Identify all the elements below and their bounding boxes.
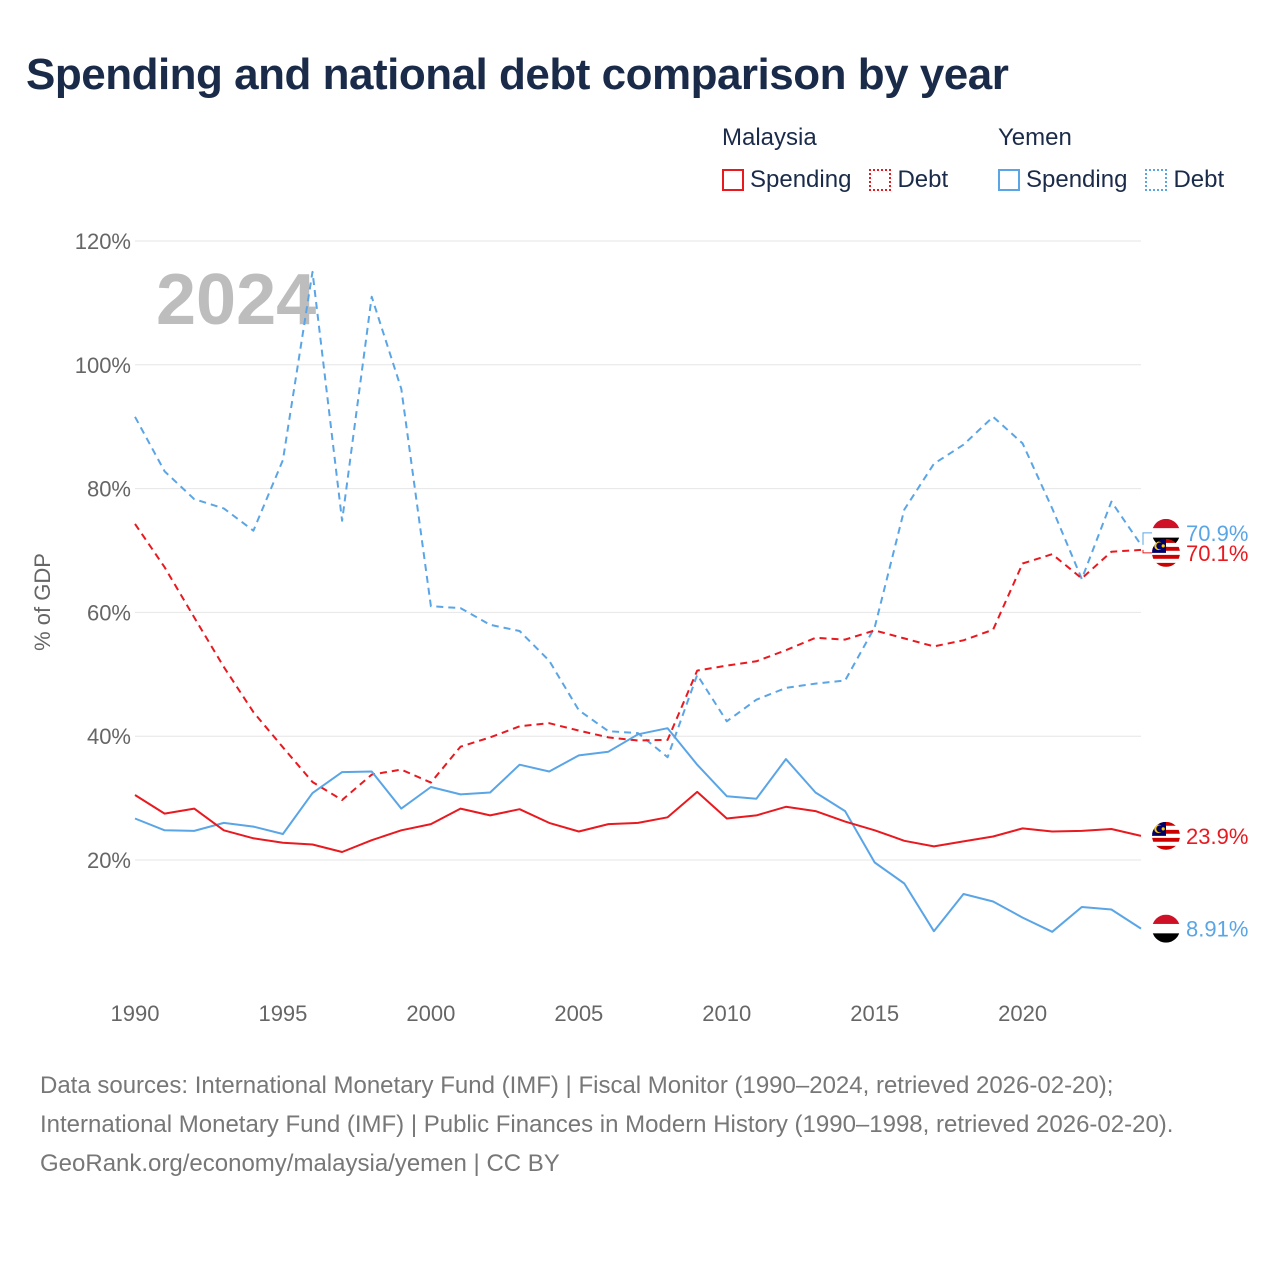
- legend-label: Spending: [1026, 166, 1128, 193]
- malaysia-flag-icon: [1152, 538, 1180, 567]
- legend-item-yemen-spending[interactable]: Spending: [998, 166, 1127, 194]
- legend-group-yemen: Yemen Spending Debt: [998, 124, 1224, 194]
- legend-swatch-dotted-icon: [1145, 169, 1168, 191]
- legend-title-yemen: Yemen: [998, 124, 1072, 151]
- x-axis-ticks: 1990 1995 2000 2005 2010 2015 2020: [111, 1001, 1048, 1026]
- end-label-yemen-spending: 8.91%: [1186, 917, 1248, 942]
- gridlines: [135, 240, 1141, 861]
- legend-label: Debt: [897, 166, 949, 193]
- series-line-yemen-debt: [134, 270, 1142, 759]
- x-tick-label: 2010: [702, 1001, 751, 1026]
- legend-group-malaysia: Malaysia Spending Debt: [722, 124, 948, 194]
- y-tick-label: 40%: [87, 724, 131, 749]
- series-line-malaysia-debt: [134, 523, 1142, 801]
- legend-label: Debt: [1173, 166, 1225, 193]
- y-tick-label: 20%: [87, 848, 131, 873]
- y-tick-label: 60%: [87, 600, 131, 625]
- x-tick-label: 2000: [406, 1001, 455, 1026]
- year-watermark: 2024: [156, 260, 316, 340]
- end-label-yemen-debt: 70.9%: [1186, 521, 1248, 546]
- credit-link[interactable]: GeoRank.org/economy/malaysia/yemen | CC …: [40, 1150, 560, 1177]
- legend-swatch-solid-icon: [722, 169, 744, 191]
- x-tick-label: 2015: [850, 1001, 899, 1026]
- legend-item-yemen-debt[interactable]: Debt: [1145, 166, 1224, 194]
- legend-item-malaysia-debt[interactable]: Debt: [869, 166, 948, 194]
- y-axis-ticks: 20% 40% 60% 80% 100% 120%: [75, 229, 131, 873]
- line-chart: 2024 20% 40% 60% 80% 100% 120% 1990 1995 2000 20…: [30, 229, 1248, 1026]
- end-label-malaysia-spending: 23.9%: [1186, 824, 1248, 849]
- end-labels: 70.9%70.1% 23.9% 8.91%: [1142, 518, 1248, 943]
- x-tick-label: 1995: [258, 1001, 307, 1026]
- legend-title-malaysia: Malaysia: [722, 124, 817, 151]
- yemen-flag-icon: [1152, 914, 1180, 943]
- legend-swatch-dotted-icon: [869, 169, 892, 191]
- series-lines: [134, 270, 1142, 933]
- label-connector: [1142, 532, 1152, 545]
- footer: Data sources: International Monetary Fun…: [40, 1066, 1240, 1183]
- y-axis-title: % of GDP: [30, 553, 55, 651]
- malaysia-flag-icon: [1152, 821, 1180, 850]
- y-tick-label: 80%: [87, 477, 131, 502]
- y-tick-label: 120%: [75, 229, 131, 254]
- series-line-yemen-spending: [134, 727, 1142, 933]
- x-tick-label: 2020: [998, 1001, 1047, 1026]
- legend-swatch-solid-icon: [998, 169, 1020, 191]
- x-tick-label: 2005: [554, 1001, 603, 1026]
- legend-item-malaysia-spending[interactable]: Spending: [722, 166, 851, 194]
- y-tick-label: 100%: [75, 353, 131, 378]
- data-sources: Data sources: International Monetary Fun…: [40, 1072, 1174, 1138]
- chart-title: Spending and national debt comparison by…: [26, 50, 1009, 99]
- legend-label: Spending: [750, 166, 852, 193]
- label-connector: [1142, 549, 1152, 554]
- end-label-malaysia-debt: 70.1%: [1186, 541, 1248, 566]
- x-tick-label: 1990: [111, 1001, 160, 1026]
- series-line-malaysia-spending: [134, 790, 1142, 853]
